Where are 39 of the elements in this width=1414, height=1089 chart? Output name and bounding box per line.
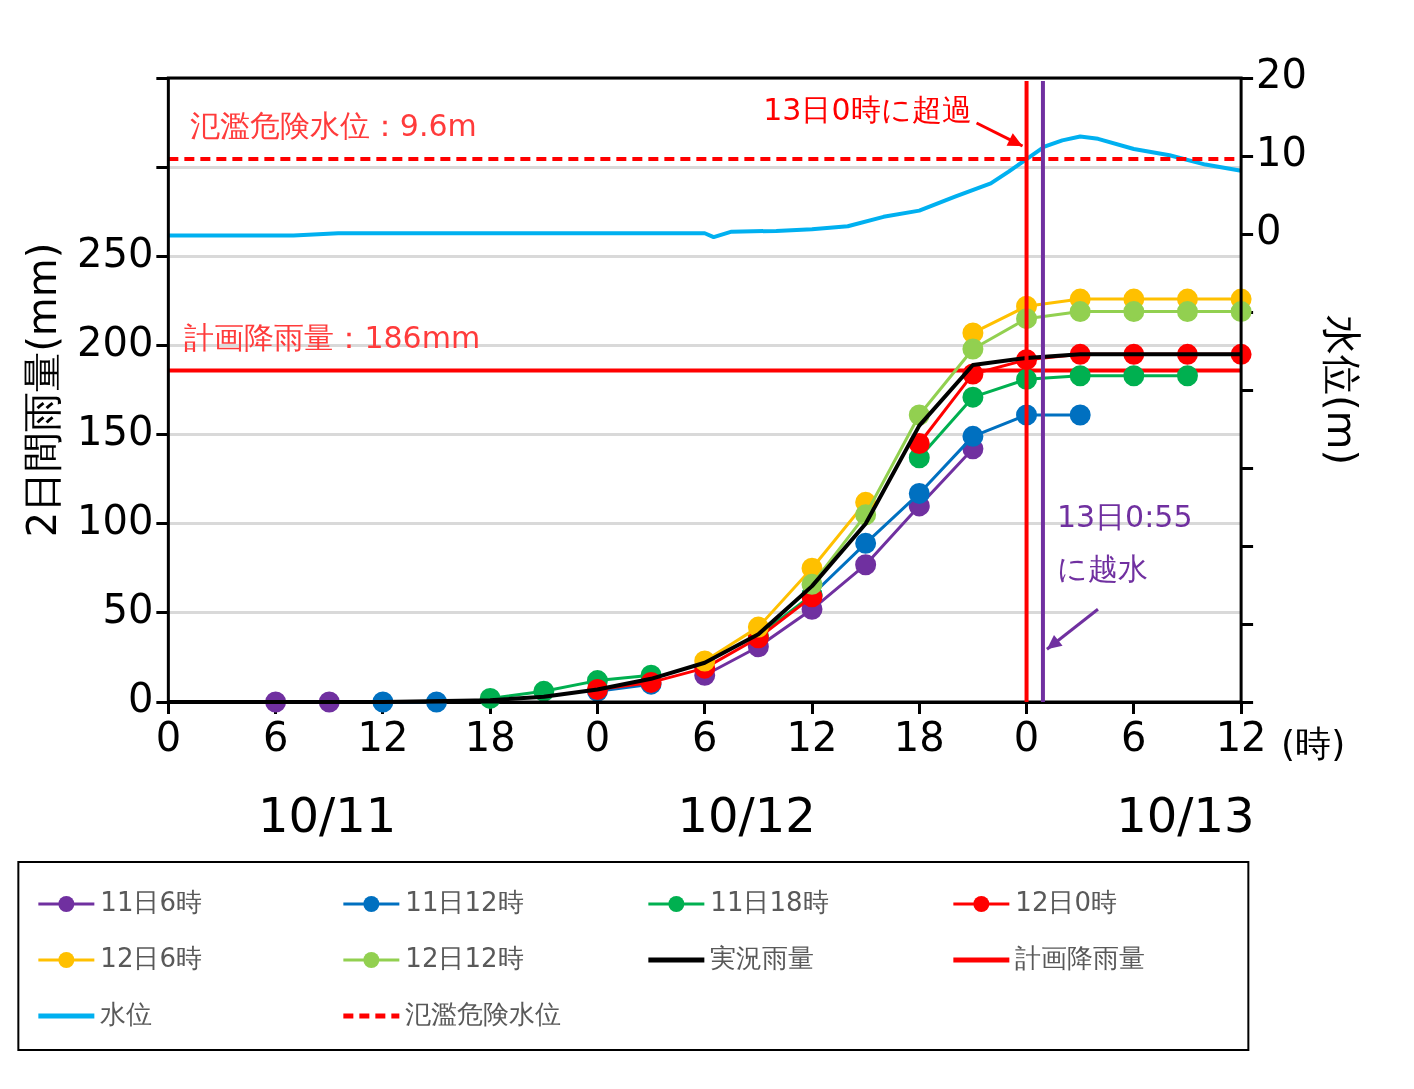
legend-label: 11日6時 — [100, 886, 202, 917]
y-tick-label: 150 — [76, 407, 154, 454]
x-tick-label: 12 — [1215, 714, 1267, 761]
x-tick-label: 12 — [786, 714, 838, 761]
y-tick-label: 250 — [76, 229, 154, 276]
y2-tick-label: 0 — [1256, 207, 1282, 254]
legend-label: 11日12時 — [405, 886, 524, 917]
x-tick-label: 6 — [262, 714, 289, 761]
x-tick-label: 12 — [357, 714, 409, 761]
legend-label: 12日12時 — [405, 942, 524, 973]
x-tick-label: 0 — [1013, 714, 1040, 761]
x-tick-label: 6 — [692, 714, 718, 761]
legend-label: 12日6時 — [100, 942, 202, 973]
legend-label: 実況雨量 — [710, 942, 815, 973]
y2-tick-label: 20 — [1256, 51, 1308, 98]
ref-line-label: 13日0時に超過 — [763, 92, 972, 127]
x-tick-label: 0 — [584, 714, 611, 761]
text: 10/13 — [1116, 787, 1255, 844]
y-tick-label: 0 — [127, 675, 154, 722]
legend-label: 水位 — [100, 998, 153, 1029]
text: 10/11 — [257, 787, 397, 844]
annotation: 氾濫危険水位：9.6m — [189, 107, 477, 143]
y-tick-label: 50 — [102, 586, 154, 633]
legend-label: 12日0時 — [1015, 886, 1117, 917]
annotation: 計画降雨量：186mm — [184, 319, 481, 355]
legend-label: 氾濫危険水位 — [405, 998, 562, 1029]
x-tick-label: 6 — [1121, 714, 1147, 761]
y2-axis-title: 水位(m) — [1318, 314, 1365, 466]
text: 10/12 — [677, 787, 816, 844]
x-tick-label: 18 — [893, 714, 945, 761]
ref-line-label: 13日0:55に越水 — [1056, 499, 1193, 587]
y-tick-label: 200 — [76, 318, 154, 365]
y2-tick-label: 10 — [1256, 129, 1308, 176]
y-axis-title: 2日間雨量(mm) — [19, 242, 66, 538]
legend-label: 計画降雨量 — [1015, 942, 1146, 973]
x-tick-label: 18 — [464, 714, 516, 761]
legend-label: 11日18時 — [710, 886, 829, 917]
x-axis-title: (時) — [1281, 723, 1346, 765]
y-tick-label: 100 — [76, 497, 154, 544]
